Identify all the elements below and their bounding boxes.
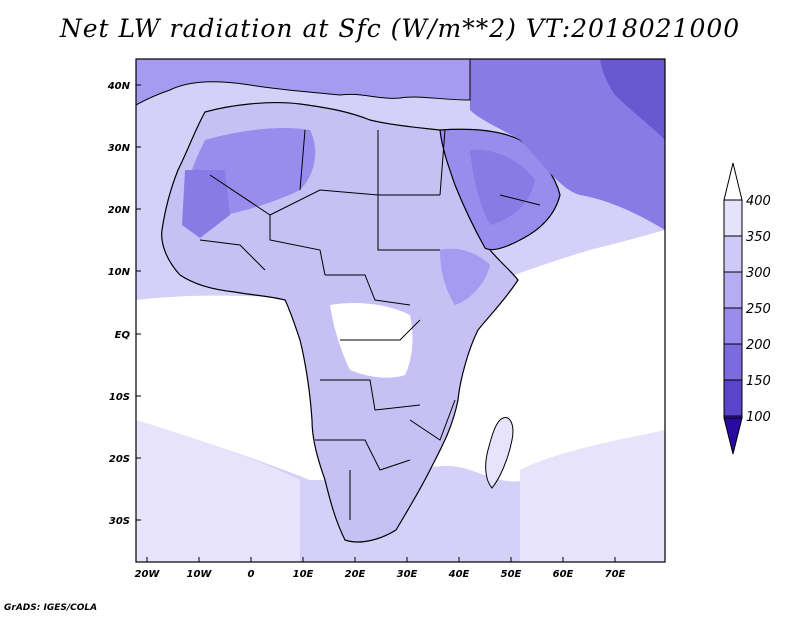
colorbar-label: 300 (746, 266, 771, 281)
highland-dark (600, 59, 665, 140)
colorbar-bin (723, 199, 743, 237)
colorbar-bin (723, 271, 743, 309)
lon-tick-label: 0 (248, 569, 255, 580)
colorbar-label: 200 (746, 338, 771, 353)
colorbar-bin (723, 307, 743, 345)
colorbar-label: 350 (746, 230, 771, 245)
colorbar-labels: 400 350 300 250 200 150 100 (746, 194, 771, 425)
map-plot-area (136, 59, 665, 562)
mauritania-dark (182, 170, 230, 238)
map-frame (135, 58, 666, 563)
lon-tick-label: 70E (605, 569, 626, 580)
colorbar-bin (723, 235, 743, 273)
lon-tick-label: 50E (501, 569, 522, 580)
lat-tick-label: 40N (107, 81, 131, 92)
lat-tick-label: 10S (109, 392, 130, 403)
lon-axis: 20W 10W 0 10E 20E 30E 40E 50E 60E 70E (135, 557, 626, 580)
lon-tick-label: 20W (135, 569, 161, 580)
lat-tick-label: 10N (108, 267, 131, 278)
madagascar-land (485, 417, 514, 489)
colorbar-label: 150 (746, 374, 771, 389)
lon-tick-label: 20E (345, 569, 366, 580)
map-title: Net LW radiation at Sfc (W/m**2) VT:2018… (59, 14, 741, 43)
lat-tick-label: 20S (109, 454, 130, 465)
lon-tick-label: 60E (553, 569, 574, 580)
colorbar-label: 100 (746, 410, 771, 425)
lat-tick-label: 30S (109, 516, 130, 527)
grads-credit: GrADS: IGES/COLA (4, 603, 98, 613)
colorbar-bin (723, 379, 743, 417)
colorbar-label: 250 (746, 302, 771, 317)
indian-ocean-light (520, 430, 665, 562)
colorbar (723, 162, 743, 455)
country-borders (199, 129, 541, 520)
lon-tick-label: 30E (397, 569, 418, 580)
colorbar-label: 400 (746, 194, 771, 209)
arabia-dark (470, 149, 535, 225)
lat-tick-label: 30N (108, 143, 131, 154)
lon-tick-label: 10E (293, 569, 314, 580)
lat-axis: 40N 30N 20N 10N EQ 10S 20S 30S (107, 81, 141, 527)
europe-land (136, 59, 471, 106)
south-atlantic-light (136, 420, 300, 562)
colorbar-below-arrow (723, 417, 743, 455)
colorbar-bin (723, 343, 743, 381)
lat-tick-label: 20N (108, 205, 131, 216)
lon-tick-label: 40E (448, 569, 470, 580)
middle-east-land (470, 59, 665, 230)
lat-tick-label: EQ (115, 330, 131, 341)
colorbar-above-arrow (723, 162, 743, 201)
lon-tick-label: 10W (187, 569, 213, 580)
east-africa-highlands (440, 248, 490, 305)
